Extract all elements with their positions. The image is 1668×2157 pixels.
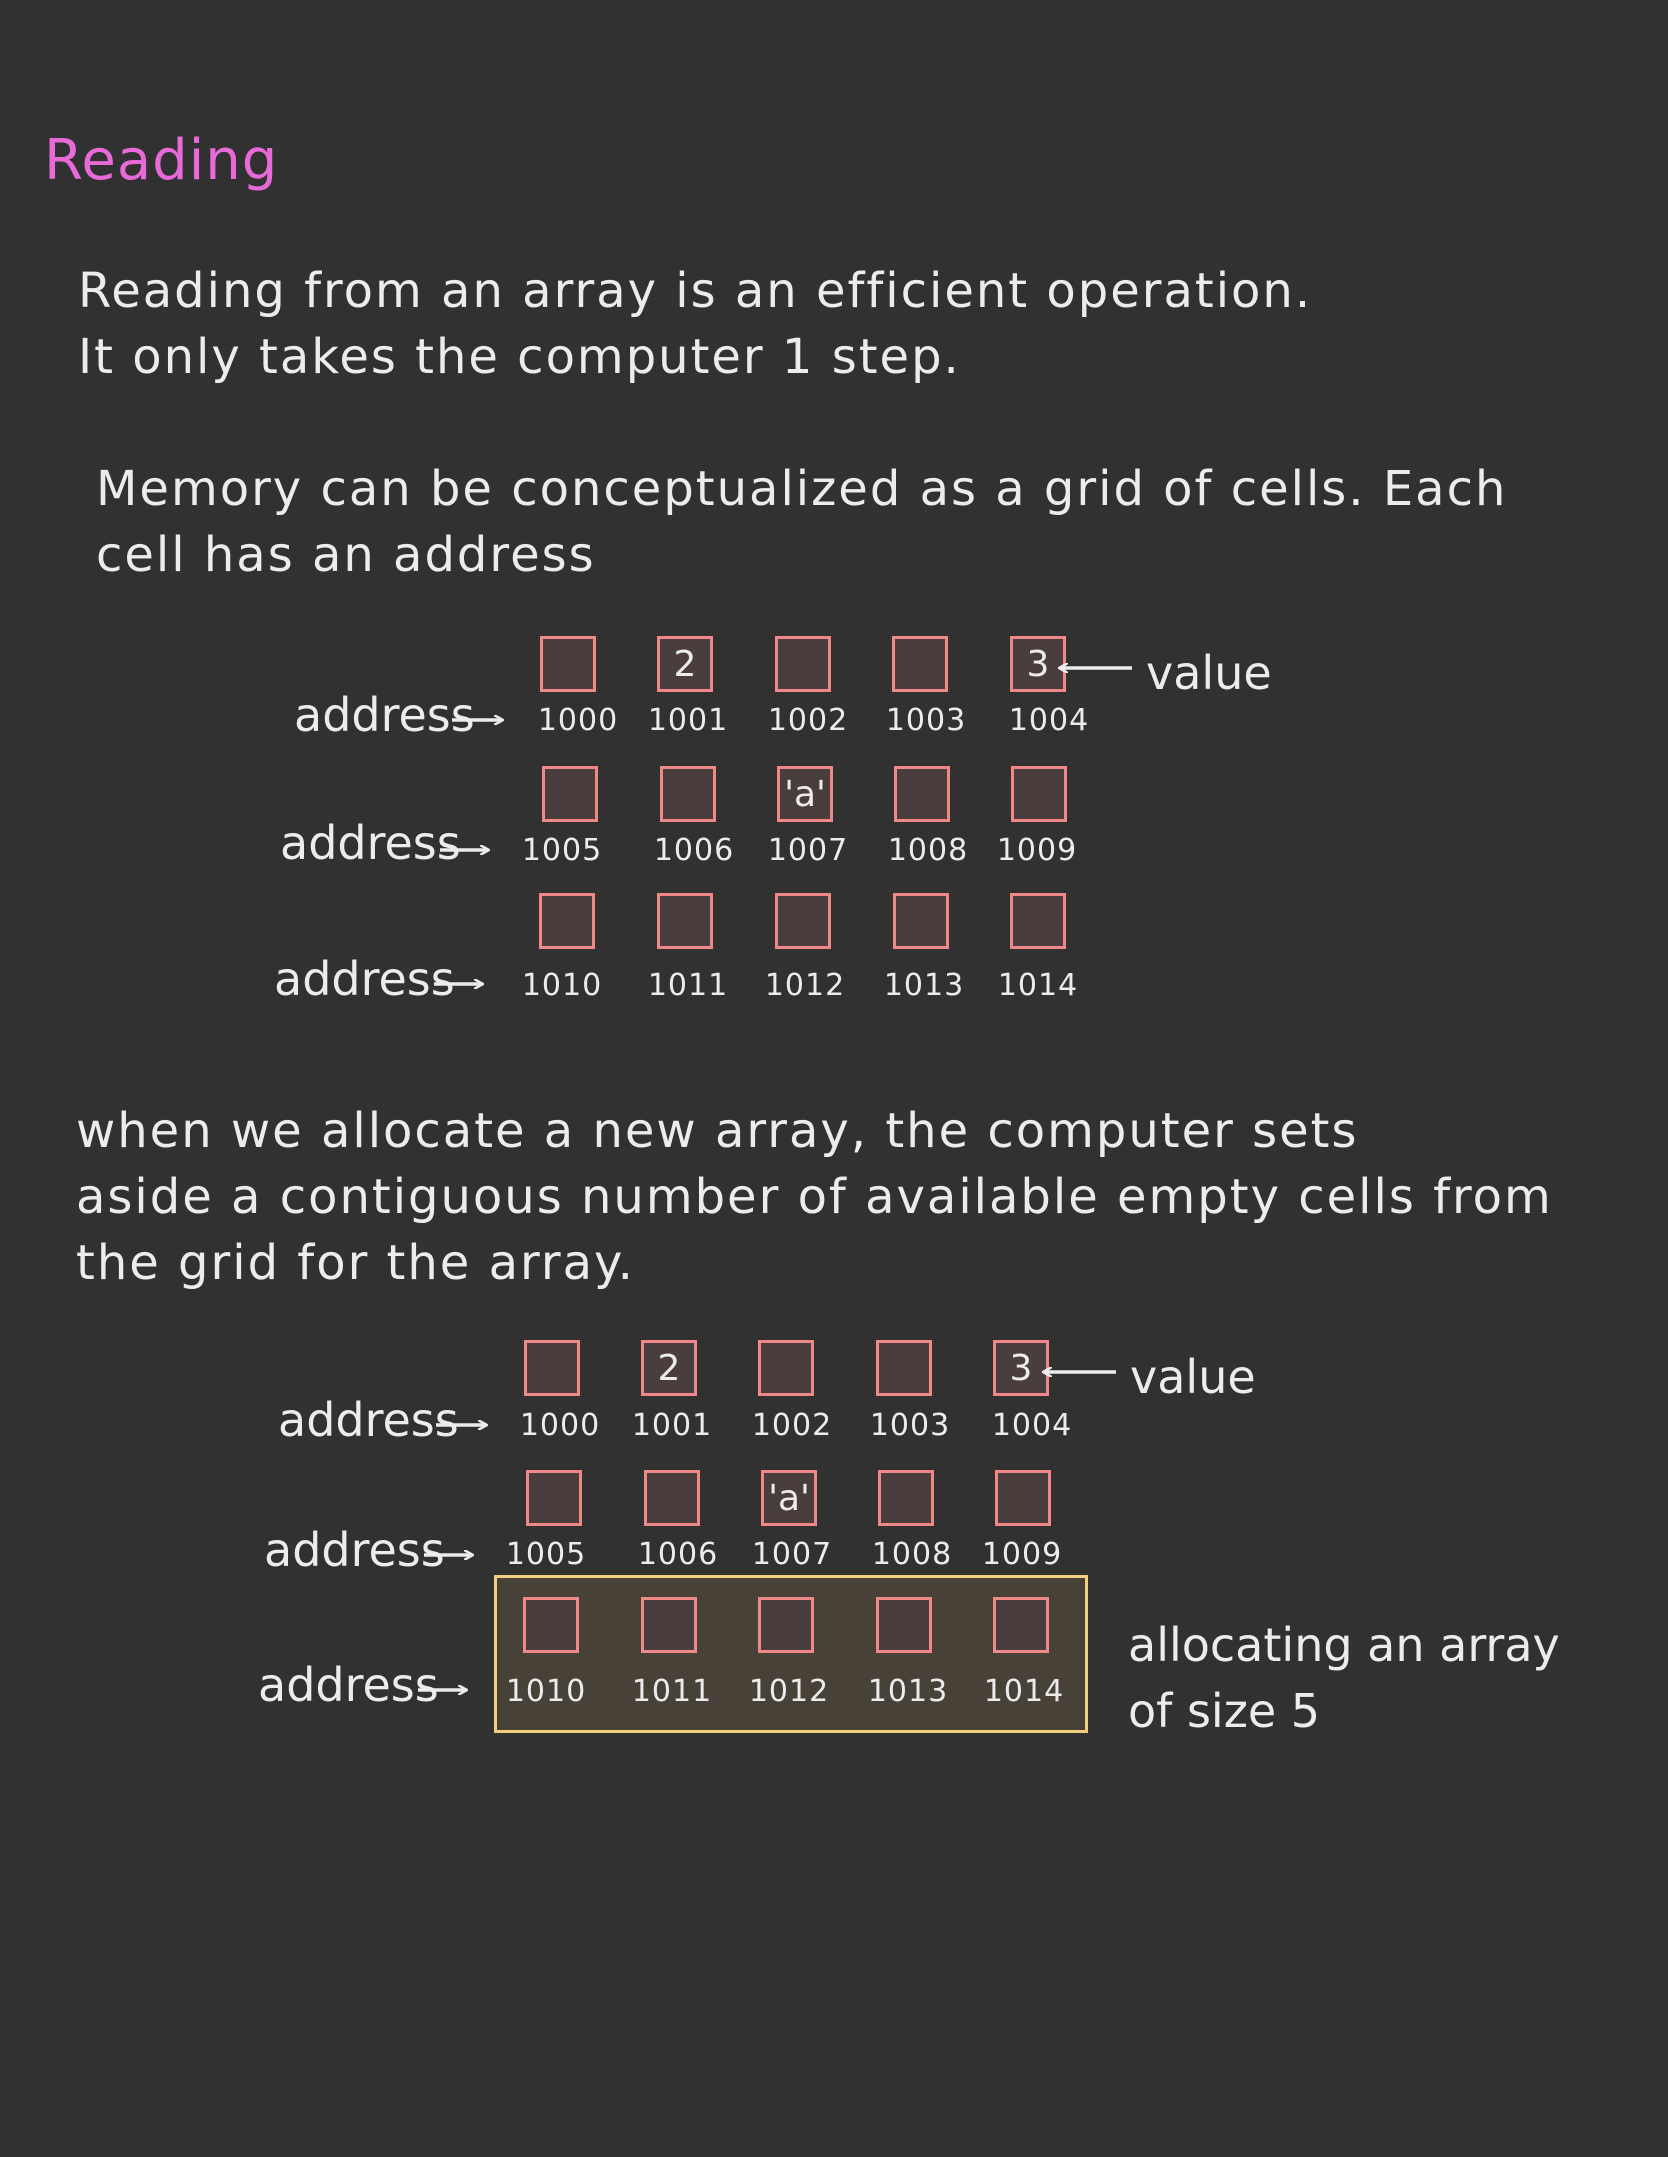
cell-address: 1004 — [991, 1408, 1073, 1443]
cell-address: 1008 — [887, 833, 969, 868]
value-label: value — [1146, 646, 1272, 700]
row-label-address: address — [274, 952, 455, 1006]
cell-address: 1011 — [647, 968, 729, 1003]
memory-cell — [876, 1340, 932, 1396]
cell-address: 1005 — [521, 833, 603, 868]
memory-cell — [775, 636, 831, 692]
cell-address: 1000 — [519, 1408, 601, 1443]
allocation-note: allocating an array of size 5 — [1128, 1618, 1560, 1738]
row-label-address: address — [294, 688, 475, 742]
memory-cell — [758, 1340, 814, 1396]
memory-cell — [878, 1470, 934, 1526]
cell-address: 1008 — [871, 1537, 953, 1572]
memory-cell: 2 — [641, 1340, 697, 1396]
cell-address: 1012 — [764, 968, 846, 1003]
cell-address: 1005 — [505, 1537, 587, 1572]
memory-cell — [995, 1470, 1051, 1526]
cell-address: 1006 — [637, 1537, 719, 1572]
cell-address: 1001 — [631, 1408, 713, 1443]
cell-address: 1002 — [767, 703, 849, 738]
cell-address: 1010 — [521, 968, 603, 1003]
cell-address: 1010 — [505, 1674, 587, 1709]
page-title: Reading — [44, 128, 279, 193]
cell-address: 1000 — [537, 703, 619, 738]
memory-cell — [660, 766, 716, 822]
cell-address: 1014 — [983, 1674, 1065, 1709]
memory-cell — [892, 636, 948, 692]
cell-address: 1001 — [647, 703, 729, 738]
memory-cell: 2 — [657, 636, 713, 692]
row-label-address: address — [264, 1523, 445, 1577]
cell-address: 1007 — [751, 1537, 833, 1572]
memory-paragraph: Memory can be conceptualized as a grid o… — [96, 461, 1508, 583]
memory-cell — [540, 636, 596, 692]
value-label: value — [1130, 1350, 1256, 1404]
memory-cell — [523, 1597, 579, 1653]
memory-cell — [641, 1597, 697, 1653]
allocation-paragraph: when we allocate a new array, the comput… — [76, 1103, 1553, 1291]
cell-address: 1009 — [981, 1537, 1063, 1572]
memory-cell — [644, 1470, 700, 1526]
cell-address: 1009 — [996, 833, 1078, 868]
cell-address: 1007 — [767, 833, 849, 868]
memory-cell — [894, 766, 950, 822]
memory-cell — [526, 1470, 582, 1526]
memory-cell — [539, 893, 595, 949]
cell-address: 1013 — [883, 968, 965, 1003]
memory-cell — [775, 893, 831, 949]
memory-cell: 3 — [1010, 636, 1066, 692]
cell-address: 1003 — [869, 1408, 951, 1443]
row-label-address: address — [280, 816, 461, 870]
memory-cell — [993, 1597, 1049, 1653]
memory-cell — [524, 1340, 580, 1396]
memory-cell — [758, 1597, 814, 1653]
reading-paragraph: Reading from an array is an efficient op… — [78, 263, 1313, 385]
memory-cell — [1011, 766, 1067, 822]
cell-address: 1011 — [631, 1674, 713, 1709]
memory-cell: 'a' — [761, 1470, 817, 1526]
row-label-address: address — [258, 1658, 439, 1712]
row-label-address: address — [278, 1393, 459, 1447]
memory-cell — [876, 1597, 932, 1653]
cell-address: 1013 — [867, 1674, 949, 1709]
cell-address: 1014 — [997, 968, 1079, 1003]
cell-address: 1006 — [653, 833, 735, 868]
memory-cell — [893, 893, 949, 949]
memory-cell — [657, 893, 713, 949]
memory-cell — [542, 766, 598, 822]
cell-address: 1002 — [751, 1408, 833, 1443]
cell-address: 1004 — [1008, 703, 1090, 738]
memory-cell: 3 — [993, 1340, 1049, 1396]
memory-cell: 'a' — [777, 766, 833, 822]
cell-address: 1012 — [748, 1674, 830, 1709]
memory-cell — [1010, 893, 1066, 949]
cell-address: 1003 — [885, 703, 967, 738]
